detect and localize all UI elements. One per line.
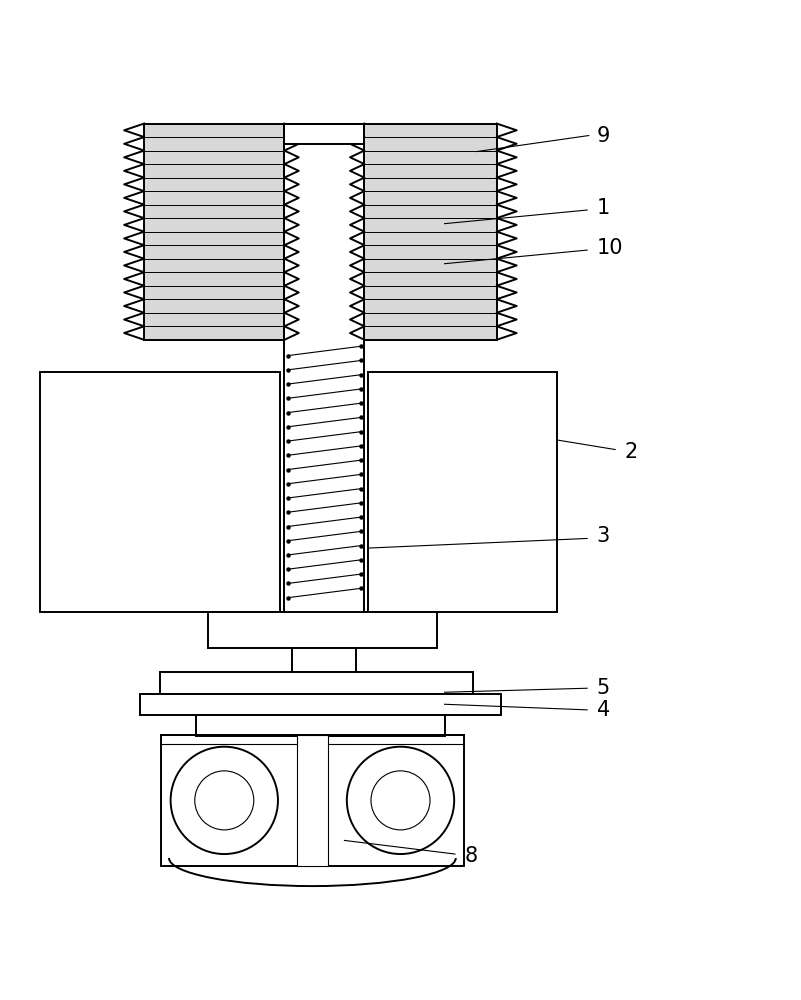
Text: 2: 2 [625,442,638,462]
Bar [292,735,356,736]
Bar [161,735,464,866]
Text: 1: 1 [597,198,610,218]
Text: 3: 3 [597,526,610,546]
Bar [144,124,284,340]
Text: 9: 9 [597,126,610,146]
Bar [40,372,280,612]
Bar [140,694,501,715]
Bar [297,735,328,866]
Text: 10: 10 [597,238,623,258]
Text: 4: 4 [597,700,610,720]
Bar [368,372,557,612]
Circle shape [347,747,454,854]
Bar [292,648,356,672]
Bar [284,124,364,144]
Circle shape [171,747,278,854]
Bar [364,124,497,340]
Text: 5: 5 [597,678,610,698]
Bar [284,124,364,612]
Text: 8: 8 [465,846,477,866]
Bar [160,672,473,694]
Bar [196,715,445,736]
Bar [208,612,437,648]
